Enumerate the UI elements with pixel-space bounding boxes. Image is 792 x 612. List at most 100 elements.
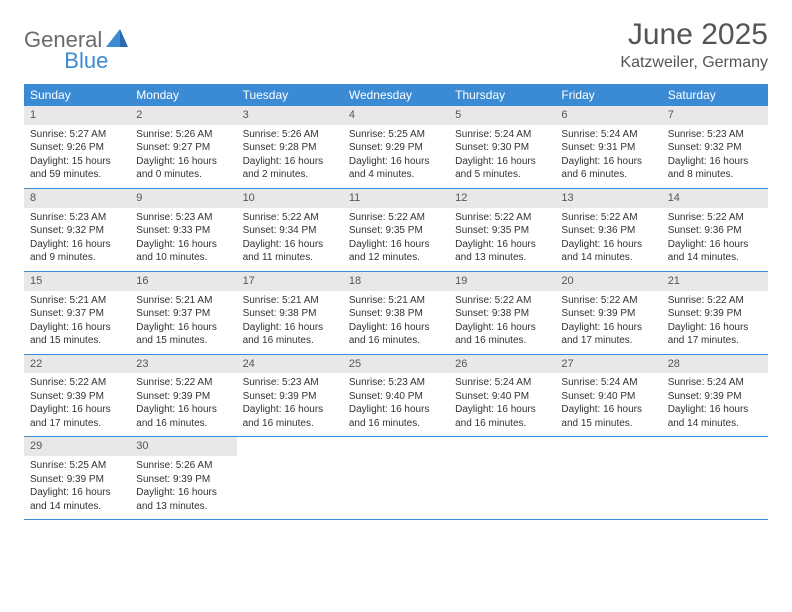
weekday-friday: Friday xyxy=(555,84,661,106)
day-details: Sunrise: 5:22 AMSunset: 9:39 PMDaylight:… xyxy=(662,291,768,354)
sunrise-line: Sunrise: 5:22 AM xyxy=(668,294,762,308)
sunset-line: Sunset: 9:39 PM xyxy=(668,390,762,404)
daylight-line: Daylight: 16 hours and 12 minutes. xyxy=(349,238,443,265)
calendar-cell xyxy=(343,437,449,519)
day-number: 30 xyxy=(130,437,236,456)
day-number: 7 xyxy=(662,106,768,125)
day-number: 22 xyxy=(24,355,130,374)
sunrise-line: Sunrise: 5:24 AM xyxy=(668,376,762,390)
calendar-week: 29Sunrise: 5:25 AMSunset: 9:39 PMDayligh… xyxy=(24,437,768,520)
day-details: Sunrise: 5:23 AMSunset: 9:40 PMDaylight:… xyxy=(343,373,449,436)
sunset-line: Sunset: 9:39 PM xyxy=(136,473,230,487)
daylight-line: Daylight: 16 hours and 16 minutes. xyxy=(136,403,230,430)
calendar-cell: 2Sunrise: 5:26 AMSunset: 9:27 PMDaylight… xyxy=(130,106,236,188)
day-details: Sunrise: 5:21 AMSunset: 9:37 PMDaylight:… xyxy=(130,291,236,354)
weekday-thursday: Thursday xyxy=(449,84,555,106)
day-details: Sunrise: 5:22 AMSunset: 9:36 PMDaylight:… xyxy=(555,208,661,271)
calendar-cell: 26Sunrise: 5:24 AMSunset: 9:40 PMDayligh… xyxy=(449,355,555,437)
sunset-line: Sunset: 9:39 PM xyxy=(561,307,655,321)
sunset-line: Sunset: 9:27 PM xyxy=(136,141,230,155)
sunset-line: Sunset: 9:26 PM xyxy=(30,141,124,155)
sunset-line: Sunset: 9:38 PM xyxy=(349,307,443,321)
day-number: 8 xyxy=(24,189,130,208)
calendar-cell: 7Sunrise: 5:23 AMSunset: 9:32 PMDaylight… xyxy=(662,106,768,188)
daylight-line: Daylight: 16 hours and 17 minutes. xyxy=(561,321,655,348)
sunrise-line: Sunrise: 5:27 AM xyxy=(30,128,124,142)
calendar-cell: 27Sunrise: 5:24 AMSunset: 9:40 PMDayligh… xyxy=(555,355,661,437)
calendar-cell: 9Sunrise: 5:23 AMSunset: 9:33 PMDaylight… xyxy=(130,189,236,271)
day-number: 18 xyxy=(343,272,449,291)
day-number: 4 xyxy=(343,106,449,125)
calendar-cell: 5Sunrise: 5:24 AMSunset: 9:30 PMDaylight… xyxy=(449,106,555,188)
day-details: Sunrise: 5:22 AMSunset: 9:35 PMDaylight:… xyxy=(449,208,555,271)
calendar-cell: 21Sunrise: 5:22 AMSunset: 9:39 PMDayligh… xyxy=(662,272,768,354)
day-details: Sunrise: 5:22 AMSunset: 9:35 PMDaylight:… xyxy=(343,208,449,271)
page-header: General Blue June 2025 Katzweiler, Germa… xyxy=(0,0,792,80)
calendar-cell: 10Sunrise: 5:22 AMSunset: 9:34 PMDayligh… xyxy=(237,189,343,271)
day-number: 12 xyxy=(449,189,555,208)
day-number: 27 xyxy=(555,355,661,374)
sunrise-line: Sunrise: 5:22 AM xyxy=(243,211,337,225)
daylight-line: Daylight: 16 hours and 16 minutes. xyxy=(243,321,337,348)
calendar-cell: 17Sunrise: 5:21 AMSunset: 9:38 PMDayligh… xyxy=(237,272,343,354)
sunrise-line: Sunrise: 5:24 AM xyxy=(561,376,655,390)
sunset-line: Sunset: 9:36 PM xyxy=(668,224,762,238)
calendar-cell xyxy=(237,437,343,519)
weekday-wednesday: Wednesday xyxy=(343,84,449,106)
sunset-line: Sunset: 9:39 PM xyxy=(30,390,124,404)
day-number: 23 xyxy=(130,355,236,374)
calendar-cell: 18Sunrise: 5:21 AMSunset: 9:38 PMDayligh… xyxy=(343,272,449,354)
sunrise-line: Sunrise: 5:23 AM xyxy=(668,128,762,142)
sunrise-line: Sunrise: 5:21 AM xyxy=(136,294,230,308)
sunrise-line: Sunrise: 5:21 AM xyxy=(349,294,443,308)
calendar-cell: 3Sunrise: 5:26 AMSunset: 9:28 PMDaylight… xyxy=(237,106,343,188)
calendar-grid: Sunday Monday Tuesday Wednesday Thursday… xyxy=(24,84,768,520)
calendar-cell: 28 Sunrise: 5:24 AMSunset: 9:39 PMDayligh… xyxy=(662,355,768,437)
calendar-cell: 30Sunrise: 5:26 AMSunset: 9:39 PMDayligh… xyxy=(130,437,236,519)
sunset-line: Sunset: 9:32 PM xyxy=(668,141,762,155)
sunset-line: Sunset: 9:35 PM xyxy=(455,224,549,238)
daylight-line: Daylight: 16 hours and 16 minutes. xyxy=(349,403,443,430)
sunrise-line: Sunrise: 5:22 AM xyxy=(136,376,230,390)
daylight-line: Daylight: 16 hours and 16 minutes. xyxy=(349,321,443,348)
calendar-cell xyxy=(449,437,555,519)
sunrise-line: Sunrise: 5:21 AM xyxy=(30,294,124,308)
day-details: Sunrise: 5:26 AMSunset: 9:28 PMDaylight:… xyxy=(237,125,343,188)
calendar-week: 8Sunrise: 5:23 AMSunset: 9:32 PMDaylight… xyxy=(24,189,768,272)
weekday-header-row: Sunday Monday Tuesday Wednesday Thursday… xyxy=(24,84,768,106)
sunrise-line: Sunrise: 5:25 AM xyxy=(349,128,443,142)
daylight-line: Daylight: 16 hours and 14 minutes. xyxy=(668,238,762,265)
daylight-line: Daylight: 16 hours and 15 minutes. xyxy=(561,403,655,430)
daylight-line: Daylight: 16 hours and 14 minutes. xyxy=(668,403,762,430)
day-number: 20 xyxy=(555,272,661,291)
sunrise-line: Sunrise: 5:24 AM xyxy=(561,128,655,142)
calendar-cell: 1Sunrise: 5:27 AMSunset: 9:26 PMDaylight… xyxy=(24,106,130,188)
daylight-line: Daylight: 16 hours and 17 minutes. xyxy=(30,403,124,430)
day-details: Sunrise: 5:23 AMSunset: 9:33 PMDaylight:… xyxy=(130,208,236,271)
calendar-week: 15Sunrise: 5:21 AMSunset: 9:37 PMDayligh… xyxy=(24,272,768,355)
weekday-sunday: Sunday xyxy=(24,84,130,106)
title-block: June 2025 Katzweiler, Germany xyxy=(620,18,768,72)
daylight-line: Daylight: 16 hours and 16 minutes. xyxy=(243,403,337,430)
day-details: Sunrise: 5:21 AMSunset: 9:38 PMDaylight:… xyxy=(343,291,449,354)
day-details: Sunrise: 5:24 AMSunset: 9:40 PMDaylight:… xyxy=(449,373,555,436)
daylight-line: Daylight: 16 hours and 16 minutes. xyxy=(455,321,549,348)
daylight-line: Daylight: 16 hours and 6 minutes. xyxy=(561,155,655,182)
calendar-cell: 4Sunrise: 5:25 AMSunset: 9:29 PMDaylight… xyxy=(343,106,449,188)
daylight-line: Daylight: 16 hours and 13 minutes. xyxy=(455,238,549,265)
sunrise-line: Sunrise: 5:26 AM xyxy=(243,128,337,142)
day-number: 6 xyxy=(555,106,661,125)
day-details: Sunrise: 5:23 AMSunset: 9:32 PMDaylight:… xyxy=(24,208,130,271)
day-number: 2 xyxy=(130,106,236,125)
calendar-cell: 25Sunrise: 5:23 AMSunset: 9:40 PMDayligh… xyxy=(343,355,449,437)
daylight-line: Daylight: 16 hours and 2 minutes. xyxy=(243,155,337,182)
daylight-line: Daylight: 16 hours and 16 minutes. xyxy=(455,403,549,430)
location-label: Katzweiler, Germany xyxy=(620,54,768,72)
sunrise-line: Sunrise: 5:24 AM xyxy=(455,128,549,142)
sunrise-line: Sunrise: 5:26 AM xyxy=(136,128,230,142)
day-number: 17 xyxy=(237,272,343,291)
daylight-line: Daylight: 16 hours and 14 minutes. xyxy=(561,238,655,265)
day-number: 28 xyxy=(662,355,768,374)
day-number: 21 xyxy=(662,272,768,291)
day-details: Sunrise: 5:26 AMSunset: 9:39 PMDaylight:… xyxy=(130,456,236,519)
